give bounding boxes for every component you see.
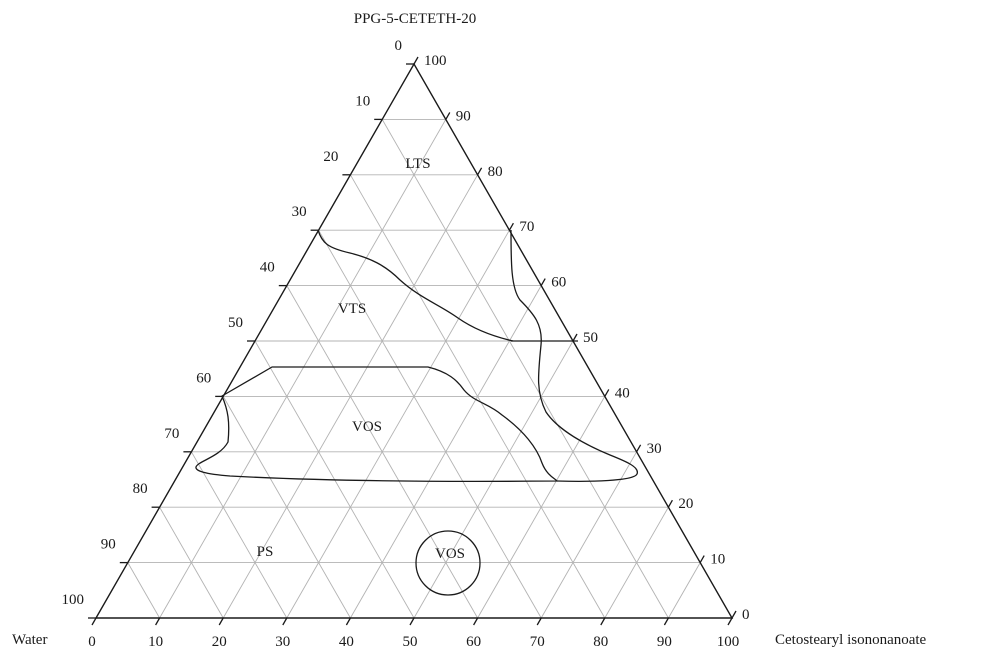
tick-label-bottom: 100 <box>717 634 740 650</box>
region-label-vos-main: VOS <box>352 419 382 435</box>
tick-marks <box>88 56 737 626</box>
tick-label-left: 60 <box>196 370 211 386</box>
tick-label-left: 0 <box>395 38 403 54</box>
grid-line <box>413 340 574 619</box>
tick-label-left: 10 <box>355 93 370 109</box>
grid-line <box>477 396 606 619</box>
tick-label-right: 10 <box>710 552 725 568</box>
tick-mark <box>155 617 161 626</box>
tick-label-bottom: 80 <box>593 634 608 650</box>
tick-mark <box>663 617 669 626</box>
grid-line <box>286 229 510 619</box>
tick-mark <box>540 278 546 286</box>
tick-mark <box>731 610 737 619</box>
grid-line <box>604 506 669 619</box>
tick-mark <box>536 617 542 626</box>
grid-line <box>159 506 224 619</box>
tick-label-right: 80 <box>488 164 503 180</box>
tick-label-right: 20 <box>678 496 693 512</box>
tick-label-bottom: 70 <box>530 634 545 650</box>
tick-mark <box>345 617 351 626</box>
tick-label-bottom: 40 <box>339 634 354 650</box>
boundary-lts-vts <box>317 229 514 342</box>
grid <box>127 118 701 619</box>
tick-label-left: 80 <box>133 481 148 497</box>
tick-label-right: 90 <box>456 108 471 124</box>
grid-line <box>191 451 288 619</box>
tick-label-right: 100 <box>424 53 447 69</box>
tick-mark <box>600 617 606 626</box>
grid-line <box>318 229 542 619</box>
grid-line <box>381 119 669 619</box>
tick-label-right: 0 <box>742 607 750 623</box>
tick-label-right: 40 <box>615 385 630 401</box>
tick-label-bottom: 20 <box>212 634 227 650</box>
tick-label-right: 60 <box>551 275 566 291</box>
tick-mark <box>218 617 224 626</box>
tick-mark <box>282 617 288 626</box>
boundary-small-vos-circle <box>415 530 481 596</box>
tick-mark <box>508 222 514 231</box>
tick-label-left: 70 <box>164 426 179 442</box>
tick-mark <box>409 617 415 626</box>
grid-line <box>127 562 160 619</box>
tick-label-right: 70 <box>519 219 534 235</box>
tick-mark <box>667 499 673 508</box>
tick-mark <box>473 617 479 626</box>
tick-label-bottom: 50 <box>403 634 418 650</box>
boundary-right-vertical <box>510 229 638 482</box>
tick-label-left: 20 <box>323 149 338 165</box>
tick-mark <box>413 56 419 65</box>
grid-line <box>159 119 447 619</box>
tick-label-right: 30 <box>647 441 662 457</box>
region-label-ps: PS <box>257 544 274 560</box>
grid-line <box>668 562 701 619</box>
tick-label-bottom: 60 <box>466 634 481 650</box>
tick-label-left: 50 <box>228 315 243 331</box>
tick-label-left: 100 <box>62 592 85 608</box>
tick-mark <box>445 112 451 120</box>
tick-label-left: 30 <box>292 204 307 220</box>
region-label-lts: LTS <box>405 156 430 172</box>
boundary-vos-region <box>195 366 558 482</box>
tick-mark <box>477 167 483 176</box>
vertex-label-top: PPG-5-CETETH-20 <box>354 11 477 27</box>
tick-label-bottom: 90 <box>657 634 672 650</box>
grid-line <box>222 396 351 619</box>
tick-mark <box>604 389 610 397</box>
tick-mark <box>91 617 97 626</box>
grid-line <box>540 451 637 619</box>
tick-mark <box>572 333 578 342</box>
tick-mark <box>699 555 705 563</box>
tick-label-left: 90 <box>101 537 116 553</box>
tick-label-right: 50 <box>583 330 598 346</box>
tick-label-bottom: 10 <box>148 634 163 650</box>
region-label-vos-small: VOS <box>435 546 465 562</box>
tick-label-bottom: 0 <box>88 634 96 650</box>
tick-label-left: 40 <box>260 260 275 276</box>
tick-label-bottom: 30 <box>275 634 290 650</box>
tick-mark <box>727 617 733 626</box>
vertex-label-left: Water <box>12 632 47 648</box>
tick-mark <box>636 444 642 453</box>
region-label-vts: VTS <box>338 301 366 317</box>
vertex-label-right: Cetostearyl isononanoate <box>775 632 927 648</box>
tick-labels: 0 0 0 10 10 10 20 20 20 30 30 30 40 40 40 50 50 50 60 60 60 7… <box>62 38 750 650</box>
